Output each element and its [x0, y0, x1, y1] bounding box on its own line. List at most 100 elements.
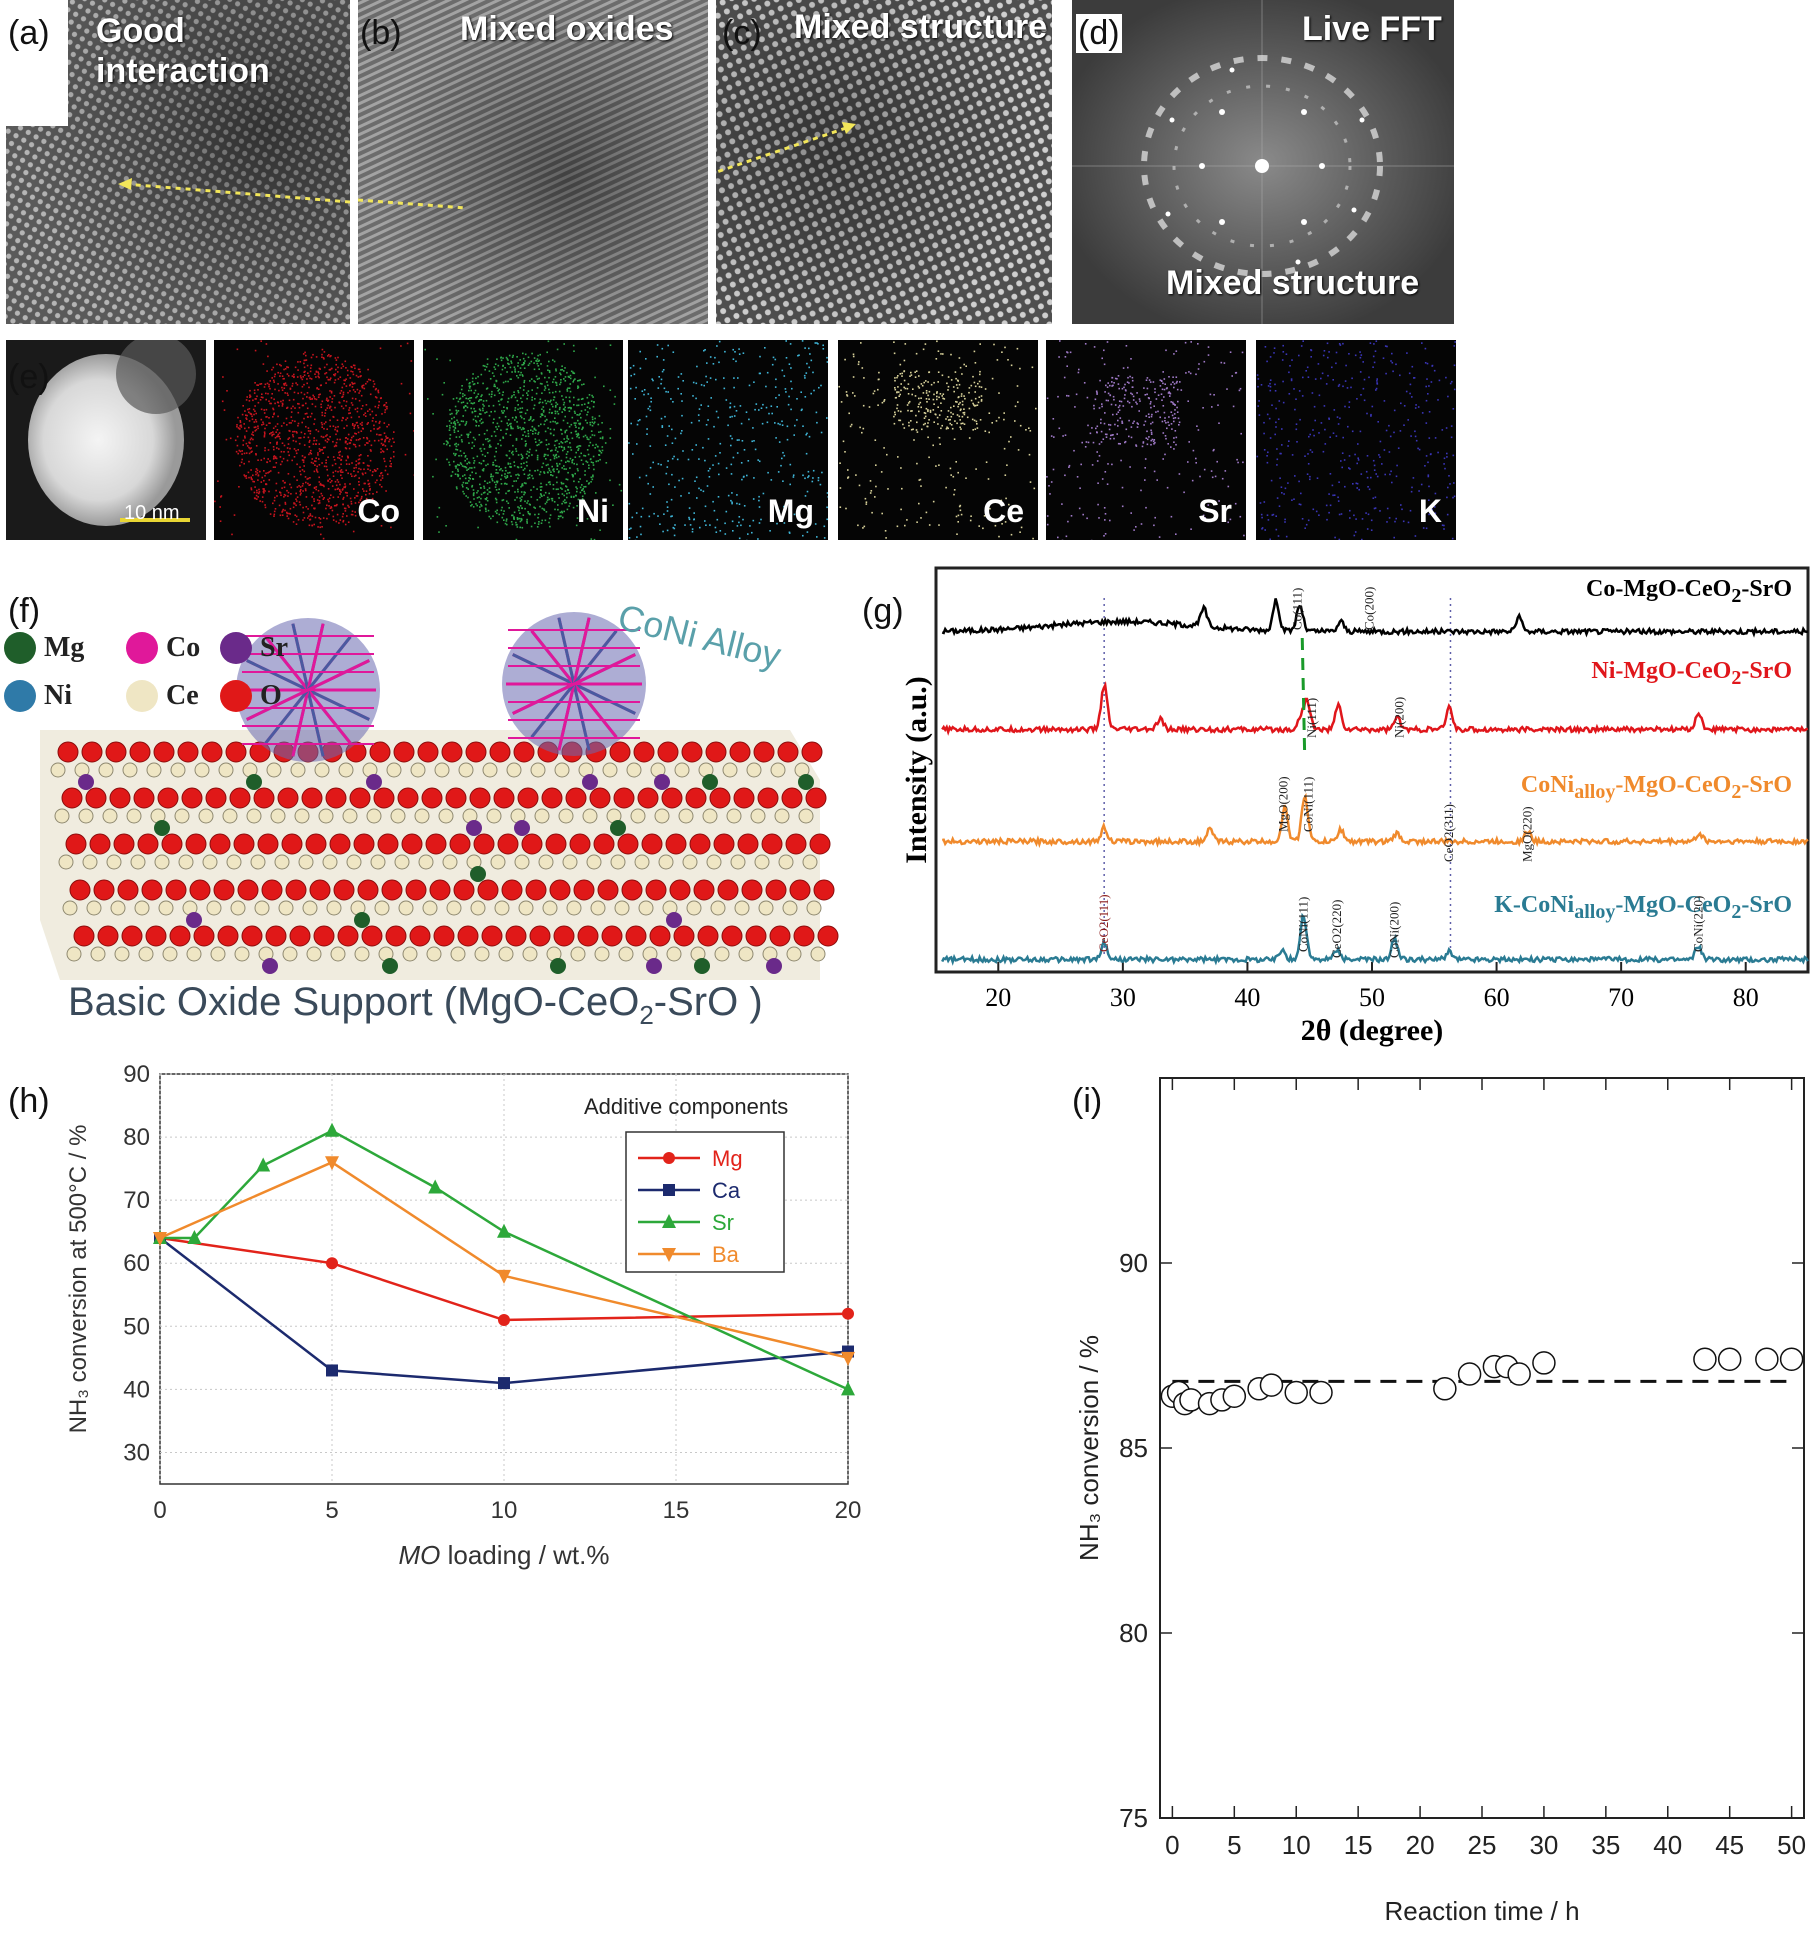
chart-i-point: [1532, 1351, 1556, 1375]
chart-i-ytick-label: 80: [1119, 1618, 1148, 1648]
xrd-xtick-label: 20: [985, 983, 1011, 1012]
chart-h-ytick-label: 60: [123, 1250, 150, 1277]
chart-h-legend-title: Additive components: [584, 1094, 788, 1119]
eds-map-mg: Mg: [628, 340, 828, 540]
xrd-pattern-1: [941, 598, 1808, 638]
tem-panel-c: [716, 0, 1052, 324]
chart-h-point-ba: [497, 1269, 511, 1284]
chart-i-point: [1717, 1347, 1742, 1371]
xrd-xtick-label: 30: [1110, 983, 1136, 1012]
chart-h-point-ca: [326, 1364, 338, 1377]
xrd-xtick-label: 40: [1234, 983, 1260, 1012]
chart-i-xtick-label: 35: [1591, 1830, 1620, 1860]
panel-label-e: (e): [8, 358, 50, 396]
chart-h-point-sr: [187, 1230, 202, 1244]
support-label: Basic Oxide Support (MgO-CeO2-SrO ): [68, 980, 763, 1030]
xrd-peak-label: CoNi(111): [1295, 897, 1310, 952]
chart-h-point-ba: [153, 1232, 167, 1246]
panel-label-i: (i): [1072, 1082, 1103, 1120]
xrd-chart: 20 30 40 50 60 70 80 2θ (degree) Intensity (a.u.…: [900, 566, 1810, 1047]
legend-swatch: [4, 632, 36, 664]
chart-i-xtick-label: 15: [1344, 1830, 1373, 1860]
legend-swatch: [4, 680, 36, 712]
chart-h-xtick-label: 5: [325, 1497, 338, 1524]
panel-label-d: (d): [1076, 14, 1122, 53]
chart-h-point-sr: [256, 1157, 271, 1172]
chart-h-xtick-label: 10: [491, 1497, 518, 1524]
xrd-sample-label-2: Ni-MgO-CeO2-SrO: [1591, 658, 1792, 689]
chart-i-xlabel: Reaction time / h: [1384, 1896, 1579, 1926]
chart-h-ytick-label: 90: [123, 1061, 150, 1088]
eds-label-k: K: [1418, 493, 1442, 529]
panel-label-f: (f): [8, 592, 41, 630]
chart-h-point-mg: [326, 1257, 338, 1270]
xrd-peak-label: Co(200): [1362, 587, 1377, 630]
eds-label-co: Co: [357, 493, 400, 529]
xrd-peak-label: CeO2(220): [1329, 900, 1344, 959]
chart-i-xtick-label: 40: [1653, 1830, 1682, 1860]
fft-image-d: [1072, 0, 1454, 324]
fft-title: Live FFT: [1302, 10, 1442, 48]
xrd-xtick-label: 50: [1359, 983, 1385, 1012]
chart-h-ytick-label: 30: [123, 1439, 150, 1466]
xrd-pattern-4: [941, 912, 1809, 966]
chart-h-legend-label: Sr: [712, 1210, 734, 1235]
xrd-peak-label: MgO(220): [1520, 806, 1535, 862]
chart-h-xtick-label: 0: [153, 1497, 166, 1524]
panel-label-g: (g): [862, 592, 904, 630]
chart-i-point: [1755, 1347, 1779, 1371]
panel-label-h: (h): [8, 1082, 50, 1120]
xrd-xtick-label: 80: [1733, 983, 1759, 1012]
tem-image-a: [6, 0, 350, 324]
chart-i-point: [1779, 1347, 1804, 1371]
chart-i-point: [1309, 1380, 1333, 1405]
scale-bar-label: 10 nm: [124, 502, 180, 524]
oxide-support-slab: [40, 730, 839, 980]
haadf-image: [6, 340, 206, 540]
chart-h-ytick-label: 50: [123, 1313, 150, 1340]
legend-swatch: [126, 680, 158, 712]
legend-item-ce: Ce: [126, 680, 199, 712]
chart-h-point-sr: [428, 1179, 443, 1194]
chart-h-legend-label: Mg: [712, 1146, 743, 1171]
chart-h-legend-marker: [663, 1184, 675, 1196]
legend-item-mg: Mg: [4, 632, 84, 664]
chart-h: 30 40 50 60 70 80 90 0 5 10 15 20 MO loading / wt.% N…: [65, 1061, 861, 1570]
tem-image-c: [716, 0, 1052, 324]
chart-h-ytick-label: 70: [123, 1187, 150, 1214]
xrd-peak-label: CeO2(311): [1441, 804, 1456, 862]
eds-label-ni: Ni: [577, 493, 609, 529]
tem-a-caption-interaction: interaction: [96, 52, 270, 90]
eds-map-ce: Ce: [838, 340, 1038, 540]
legend-symbol: Sr: [260, 632, 288, 663]
chart-i-ytick-label: 85: [1119, 1433, 1148, 1463]
xrd-peak-label: CoNi(111): [1300, 777, 1315, 832]
chart-h-legend-label: Ba: [712, 1242, 740, 1267]
xrd-ylabel: Intensity (a.u.): [900, 676, 933, 864]
chart-h-xtick-label: 15: [663, 1497, 690, 1524]
xrd-peak-label: Ni(111): [1304, 698, 1319, 738]
eds-map-ni: Ni: [423, 340, 623, 540]
xrd-peak-label: MgO(200): [1276, 776, 1291, 832]
chart-i-xtick-label: 20: [1406, 1830, 1435, 1860]
legend-symbol: Mg: [44, 632, 85, 663]
legend-item-co: Co: [126, 632, 200, 664]
eds-label-ce: Ce: [983, 493, 1024, 529]
chart-i-xtick-label: 25: [1468, 1830, 1497, 1860]
xrd-xlabel: 2θ (degree): [1301, 1014, 1444, 1047]
legend-item-ni: Ni: [4, 680, 72, 712]
xrd-peak-label: CoNi(220): [1690, 896, 1705, 952]
xrd-peak-label: CoNi(200): [1386, 902, 1401, 958]
legend-item-o: O: [220, 680, 282, 712]
legend-swatch: [126, 632, 158, 664]
chart-h-point-ca: [498, 1377, 510, 1390]
chart-i-xtick-label: 45: [1715, 1830, 1744, 1860]
chart-i: 75 80 85 90 0 5 10 15 20 25 30 35 40 45 50 Reaction tim…: [1074, 1077, 1806, 1926]
chart-h-point-ba: [841, 1351, 855, 1366]
legend-symbol: O: [260, 680, 282, 711]
chart-h-legend-marker: [662, 1248, 676, 1262]
chart-i-point: [1507, 1362, 1531, 1386]
xrd-peak-label: Ni(200): [1391, 697, 1406, 738]
chart-h-point-sr: [497, 1223, 511, 1238]
legend-symbol: Co: [166, 632, 201, 663]
